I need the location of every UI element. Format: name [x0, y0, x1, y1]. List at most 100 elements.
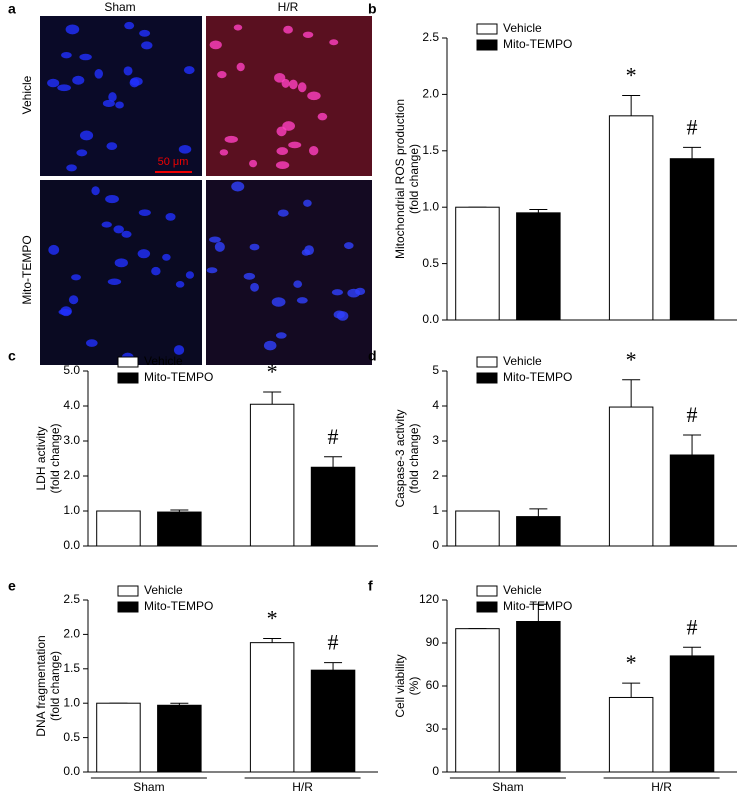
annotation: # [687, 614, 698, 639]
bar [608, 115, 654, 321]
nucleus [274, 73, 286, 83]
bar [516, 212, 561, 321]
nucleus [183, 66, 195, 75]
bar [310, 669, 356, 773]
legend-label: Mito-TEMPO [503, 370, 572, 384]
nucleus [233, 24, 243, 31]
y-tick-label: 60 [426, 678, 440, 692]
y-tick-label: 0 [432, 538, 439, 552]
bar [310, 466, 356, 547]
nucleus [57, 84, 71, 92]
nucleus [106, 142, 118, 150]
panel-label: b [368, 1, 377, 17]
legend-label: Mito-TEMPO [503, 599, 572, 613]
micrograph [40, 180, 202, 365]
nucleus [68, 295, 79, 305]
nucleus [283, 25, 293, 34]
nucleus [224, 135, 238, 143]
nucleus [209, 236, 221, 243]
nucleus [307, 91, 321, 101]
y-tick-label: 1.0 [63, 503, 80, 517]
nucleus [304, 245, 314, 256]
legend-swatch [476, 601, 498, 613]
y-axis-label: Caspase-3 activity [393, 409, 407, 507]
nucleus [236, 62, 245, 72]
nucleus [76, 149, 88, 157]
nucleus [243, 272, 256, 280]
panel-label: f [368, 578, 373, 594]
y-tick-label: 0.5 [422, 256, 439, 270]
y-tick-label: 0.0 [63, 764, 80, 778]
row-label: Vehicle [20, 75, 34, 114]
y-tick-label: 5 [432, 363, 439, 377]
y-tick-label: 1.0 [63, 695, 80, 709]
image-panel: a Sham H/R Vehicle Mito-TEMPO 50 μm [8, 0, 372, 365]
nucleus [288, 141, 302, 149]
nucleus [138, 209, 151, 216]
nucleus [250, 282, 259, 292]
legend-swatch [117, 585, 139, 597]
nucleus [336, 311, 349, 321]
nucleus [317, 112, 328, 121]
nucleus [65, 24, 80, 35]
panel-label: d [368, 348, 377, 364]
y-axis-label: Cell viability [393, 654, 407, 717]
nucleus [151, 266, 161, 276]
nucleus [282, 121, 295, 131]
annotation: # [687, 402, 698, 427]
y-tick-label: 1.5 [63, 661, 80, 675]
nucleus [249, 159, 258, 168]
nucleus [86, 339, 98, 347]
y-tick-label: 2 [432, 468, 439, 482]
nucleus [130, 77, 143, 86]
x-tick-label: Sham [492, 780, 523, 794]
nucleus [66, 164, 77, 172]
bar [157, 511, 202, 547]
bar [157, 704, 202, 773]
nucleus [293, 280, 303, 288]
bar [516, 621, 561, 773]
nucleus [71, 274, 81, 281]
annotation: # [328, 424, 339, 449]
column-label: Sham [104, 0, 135, 14]
bar [455, 206, 500, 321]
nucleus [344, 242, 354, 250]
nucleus [277, 209, 289, 217]
nucleus [249, 243, 260, 251]
panel-label: e [8, 578, 16, 594]
legend-label: Mito-TEMPO [144, 370, 213, 384]
bar [669, 454, 715, 547]
legend-swatch [476, 585, 498, 597]
nucleus [271, 297, 286, 307]
y-tick-label: 3 [432, 433, 439, 447]
nucleus [175, 281, 185, 288]
bar [455, 510, 500, 547]
nucleus [139, 29, 151, 37]
y-tick-label: 4.0 [63, 398, 80, 412]
nucleus [296, 297, 308, 304]
y-tick-label: 2.5 [63, 592, 80, 606]
legend-swatch [117, 356, 139, 368]
nucleus [275, 332, 287, 339]
nucleus [206, 267, 218, 274]
legend-label: Vehicle [503, 583, 542, 597]
nucleus [297, 82, 307, 93]
nucleus [102, 99, 115, 108]
nucleus [276, 147, 289, 156]
nucleus [107, 278, 122, 285]
y-tick-label: 2.0 [63, 627, 80, 641]
y-axis-label: (fold change) [407, 423, 421, 493]
column-label: H/R [278, 0, 299, 14]
legend-swatch [117, 601, 139, 613]
y-tick-label: 0.0 [63, 538, 80, 552]
annotation: * [626, 63, 637, 88]
nucleus [137, 249, 151, 259]
nucleus [214, 241, 225, 252]
nucleus [165, 213, 176, 221]
bar [608, 696, 654, 773]
y-tick-label: 3.0 [63, 433, 80, 447]
scale-bar-label: 50 μm [158, 156, 189, 168]
bar [455, 628, 500, 773]
bar [96, 510, 141, 547]
y-axis-label: LDH activity [34, 426, 48, 490]
